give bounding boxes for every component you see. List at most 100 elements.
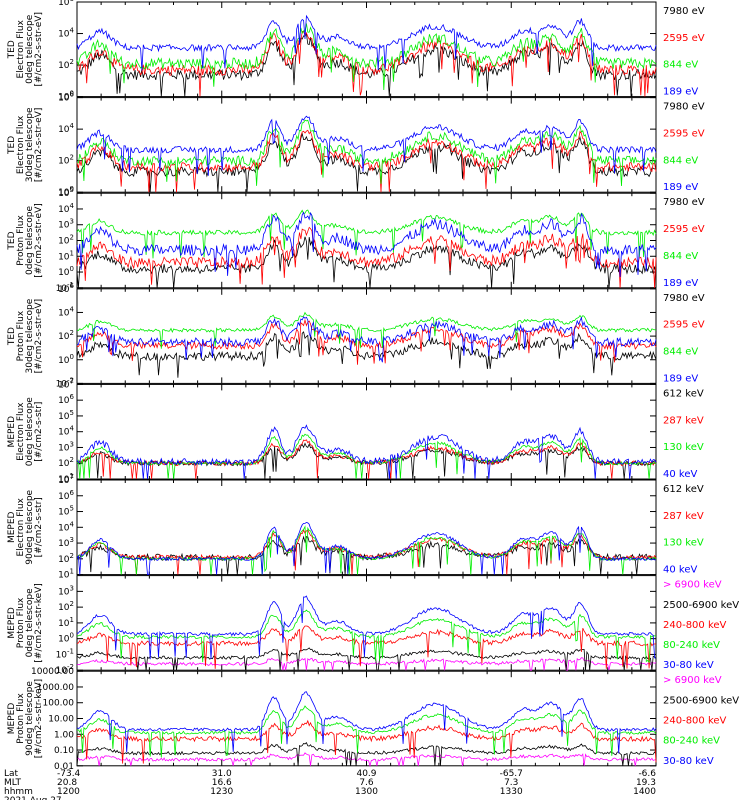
series-line xyxy=(76,521,656,575)
y-axis-label: [#/cm2-s-str-keV] xyxy=(34,583,44,662)
y-tick-label: 101 xyxy=(58,568,74,581)
y-tick-label: 103 xyxy=(58,584,74,597)
y-tick-label: 106 xyxy=(58,393,74,406)
y-axis-label: 0deg telescope xyxy=(25,397,35,467)
panel-frame xyxy=(76,192,657,289)
legend-entry: 80-240 keV xyxy=(663,640,720,651)
legend-entry: > 6900 keV xyxy=(663,580,722,591)
y-axis-label: TED xyxy=(7,327,17,346)
footer-row-label: Lat xyxy=(4,769,19,779)
y-tick-label: 100 xyxy=(58,632,74,645)
y-tick-label: 100 xyxy=(58,353,74,366)
footer-mlt: 19.3 xyxy=(636,778,656,788)
y-axis-label: Proton Flux xyxy=(16,215,26,266)
legend-entry: 2500-6900 keV xyxy=(663,600,739,611)
legend-entry: 7980 eV xyxy=(663,6,705,17)
y-axis-label: TED xyxy=(7,231,17,250)
series-line xyxy=(76,32,657,97)
legend-entry: 30-80 keV xyxy=(663,660,714,671)
y-tick-label: 101 xyxy=(58,616,74,629)
y-axis-label: 0deg telescope xyxy=(25,588,35,658)
y-tick-label: 102 xyxy=(58,234,74,247)
legend-entry: 189 eV xyxy=(663,373,698,384)
series-line xyxy=(76,209,657,259)
y-axis-label: MEPED xyxy=(7,607,17,639)
y-tick-label: 10-2 xyxy=(56,376,74,389)
legend-entry: 189 eV xyxy=(663,278,698,289)
y-tick-label: 103 xyxy=(58,536,74,549)
series-line xyxy=(76,657,657,671)
y-axis-label: [#/cm2-s-str-keV] xyxy=(34,679,44,758)
legend-entry: 30-80 keV xyxy=(663,756,714,767)
y-axis-label: Electron Flux xyxy=(16,497,26,556)
legend-entry: 2595 eV xyxy=(663,128,705,139)
panel-frame xyxy=(76,97,657,193)
series-line xyxy=(76,318,657,365)
legend-entry: 2500-6900 keV xyxy=(663,695,739,706)
series-line xyxy=(76,691,657,754)
series-line xyxy=(76,14,657,71)
y-tick-label: 107 xyxy=(58,377,74,390)
y-tick-label: 1000.00 xyxy=(37,683,74,693)
y-tick-label: 100 xyxy=(58,265,74,278)
footer-row-label: hhmm xyxy=(4,787,33,797)
footer-lat: -73.4 xyxy=(57,769,81,779)
footer-mlt: 20.8 xyxy=(57,778,77,788)
footer-mlt: 7.3 xyxy=(504,778,518,788)
series-line xyxy=(76,236,657,288)
chart-panel-7: 10-2 10-1 100 101 102 103 MEPED Proton Flux 0deg… xyxy=(7,575,739,676)
chart-panel-8: 0.01 0.10 1.00 10.00 100.00 1000.00 10000.00 ME… xyxy=(7,667,739,772)
footer-hhmm: 1200 xyxy=(57,787,80,797)
footer-hhmm: 1330 xyxy=(500,787,523,797)
panel-frame xyxy=(76,479,657,576)
legend-entry: 844 eV xyxy=(663,60,698,71)
legend-entry: 130 keV xyxy=(663,538,704,549)
legend-entry: 40 keV xyxy=(663,469,697,480)
series-line xyxy=(76,535,657,575)
legend-entry: 7980 eV xyxy=(663,197,705,208)
footer-lat: -65.7 xyxy=(500,769,523,779)
footer-lat: 40.9 xyxy=(356,769,376,779)
series-line xyxy=(76,129,657,193)
footer-date: 2021 Aug 27 xyxy=(4,796,62,800)
y-axis-label: MEPED xyxy=(7,703,17,735)
legend-entry: > 6900 keV xyxy=(663,675,722,686)
series-line xyxy=(76,424,657,480)
y-tick-label: 104 xyxy=(58,27,74,40)
footer-mlt: 16.6 xyxy=(212,778,232,788)
series-line xyxy=(76,752,657,768)
series-line xyxy=(76,311,657,349)
y-tick-label: 10-1 xyxy=(56,647,74,660)
legend-entry: 2595 eV xyxy=(663,33,705,44)
chart-panel-2: 100 102 104 106 TED Electron Flux 30deg telesc… xyxy=(7,91,705,199)
footer-hhmm: 1400 xyxy=(633,787,656,797)
y-axis-label: [#/cm2-s-str-eV] xyxy=(34,299,44,374)
legend-entry: 844 eV xyxy=(663,251,698,262)
legend-entry: 130 keV xyxy=(663,442,704,453)
y-axis-label: Electron Flux xyxy=(16,19,26,78)
y-axis-label: 0deg telescope xyxy=(25,206,35,276)
series-line xyxy=(76,23,657,91)
footer-hhmm: 1300 xyxy=(355,787,378,797)
y-axis-label: 30deg telescope xyxy=(25,107,35,182)
legend-entry: 287 keV xyxy=(663,415,704,426)
series-line xyxy=(76,226,657,288)
y-tick-label: 104 xyxy=(58,122,74,135)
series-line xyxy=(76,525,657,575)
footer-mlt: 7.6 xyxy=(359,778,374,788)
footer-hhmm: 1230 xyxy=(210,787,233,797)
y-axis-label: TED xyxy=(7,136,17,155)
y-tick-label: 100 xyxy=(58,90,74,103)
y-axis-label: 30deg telescope xyxy=(25,298,35,373)
y-tick-label: 102 xyxy=(58,329,74,342)
y-axis-label: Proton Flux xyxy=(16,693,26,744)
y-tick-label: 102 xyxy=(58,456,74,469)
panel-frame xyxy=(76,670,657,767)
y-axis-label: Electron Flux xyxy=(16,402,26,461)
chart-panel-6: 101 102 103 104 105 106 107 MEPED Electron Flux 9… xyxy=(7,473,704,581)
y-tick-label: 10.00 xyxy=(48,715,74,725)
legend-entry: 189 eV xyxy=(663,87,698,98)
y-tick-label: 103 xyxy=(58,440,74,453)
y-tick-label: 0.10 xyxy=(54,746,74,756)
